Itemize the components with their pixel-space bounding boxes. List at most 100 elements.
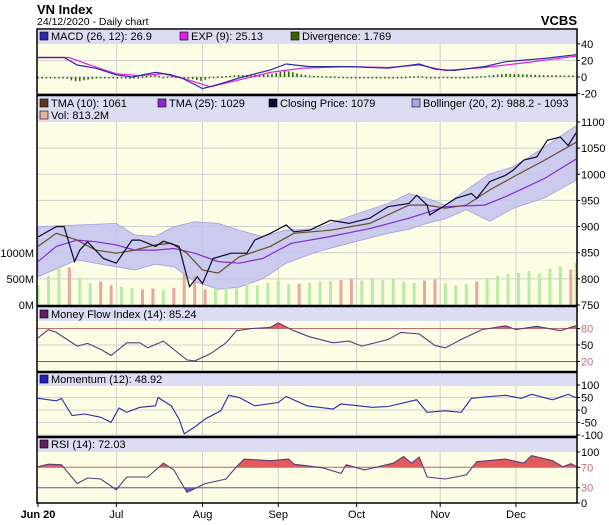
divergence-bar [346, 76, 349, 79]
divergence-bar [183, 77, 186, 79]
divergence-bar [421, 76, 424, 78]
divergence-bar [158, 75, 160, 78]
volume-bar [381, 280, 385, 305]
x-tick-label: Aug [193, 509, 213, 521]
volume-bar [182, 273, 186, 305]
divergence-bar [279, 72, 282, 77]
momentum-legend-band [37, 373, 577, 386]
volume-bar [193, 275, 197, 305]
divergence-bar [187, 77, 190, 79]
divergence-bar [87, 77, 89, 80]
volume-bar [464, 284, 468, 305]
divergence-bar [555, 75, 557, 77]
momentum-swatch [39, 374, 49, 384]
rsi-line [37, 454, 577, 494]
divergence-bar [521, 74, 524, 77]
divergence-bar [354, 77, 357, 79]
divergence-bar [488, 75, 491, 78]
divergence-bar [108, 77, 110, 79]
divergence-bar [546, 75, 549, 77]
volume-bar [120, 286, 124, 305]
rsi-legend: RSI (14): 72.03 [39, 439, 126, 451]
volume-legend-label: Vol: 813.2M [51, 110, 109, 122]
rsi-y-tick-label: 70 [581, 462, 593, 474]
divergence-bar [200, 77, 202, 81]
volume-bar [443, 283, 447, 305]
divergence-bar [312, 75, 315, 78]
momentum-line [37, 393, 577, 435]
divergence-bar [509, 73, 511, 77]
closing-price-swatch [268, 98, 278, 108]
rsi-swatch [39, 439, 49, 449]
divergence-bar [534, 74, 537, 77]
volume-bar [506, 273, 510, 305]
chart-outer-frame [36, 28, 578, 504]
divergence-bar [459, 77, 461, 79]
axis-ticks: 40200-2011001050100095090085080075080502… [0, 39, 605, 521]
divergence-bar [442, 76, 445, 79]
volume-bar [151, 288, 155, 305]
macd-y-tick-label: 40 [581, 39, 593, 51]
divergence-bar [325, 76, 328, 78]
divergence-bar [91, 77, 94, 79]
momentum-legend-label: Momentum (12): 48.92 [51, 374, 162, 386]
mfi-swatch [39, 309, 49, 319]
divergence-bar [455, 77, 457, 79]
divergence-bar [342, 76, 344, 79]
divergence-bar [517, 74, 520, 77]
rsi-legend-label: RSI (14): 72.03 [51, 439, 126, 451]
divergence-bar [438, 77, 440, 79]
mfi-legend: Money Flow Index (14): 85.24 [39, 309, 197, 321]
momentum-y-tick-label: 0 [581, 405, 587, 417]
divergence-bar [191, 77, 194, 80]
divergence-bar [170, 76, 173, 78]
macd-line [38, 54, 577, 90]
volume-bar [527, 271, 531, 305]
money-flow-index-line [37, 322, 577, 362]
volume-bar [140, 289, 144, 305]
mfi-y-tick-label: 80 [581, 324, 593, 336]
divergence-bar [471, 76, 474, 79]
divergence-bar [62, 77, 64, 79]
divergence-bar [78, 77, 81, 82]
divergence-bar [505, 73, 507, 77]
divergence-bar [321, 76, 323, 78]
divergence-bar [484, 76, 486, 78]
volume-bar [214, 288, 218, 305]
rsi-upper-zone-fill [38, 455, 576, 468]
divergence-bar [58, 77, 60, 79]
mfi-legend-label: Money Flow Index (14): 85.24 [51, 309, 197, 321]
volume-bar [57, 268, 61, 305]
divergence-bar [292, 72, 294, 77]
x-tick-label: Nov [430, 509, 450, 521]
x-tick-label: Sep [268, 509, 288, 521]
chart-title: VN Index [37, 2, 93, 17]
divergence-bar [53, 77, 56, 79]
divergence-bar [66, 77, 69, 79]
volume-bar [224, 287, 228, 305]
divergence-bar [572, 75, 574, 77]
volume-bar [130, 287, 134, 305]
divergence-bar [429, 77, 432, 79]
divergence-bar [116, 77, 119, 79]
divergence-bar [150, 75, 152, 78]
volume-bar [172, 287, 176, 305]
divergence-bar [425, 76, 428, 79]
macd-plot-area [37, 44, 577, 94]
price-y-tick-label: 800 [581, 274, 599, 286]
volume-bar [161, 289, 165, 305]
divergence-bar [475, 76, 478, 78]
divergence-bar [195, 77, 198, 81]
divergence-bar [166, 76, 169, 78]
divergence-bar [112, 77, 115, 79]
divergence-bar [262, 74, 265, 77]
macd-legend-label: MACD (26, 12): 26.9 [51, 31, 152, 43]
divergence-bar [392, 77, 394, 79]
volume-bar [203, 289, 207, 305]
volume-tick-label: 500M [6, 274, 34, 286]
rsi-legend-band [37, 438, 577, 452]
volume-bar [360, 280, 364, 305]
divergence-bar [463, 77, 466, 79]
volume-bar [517, 272, 521, 305]
panel-frames [36, 28, 578, 504]
